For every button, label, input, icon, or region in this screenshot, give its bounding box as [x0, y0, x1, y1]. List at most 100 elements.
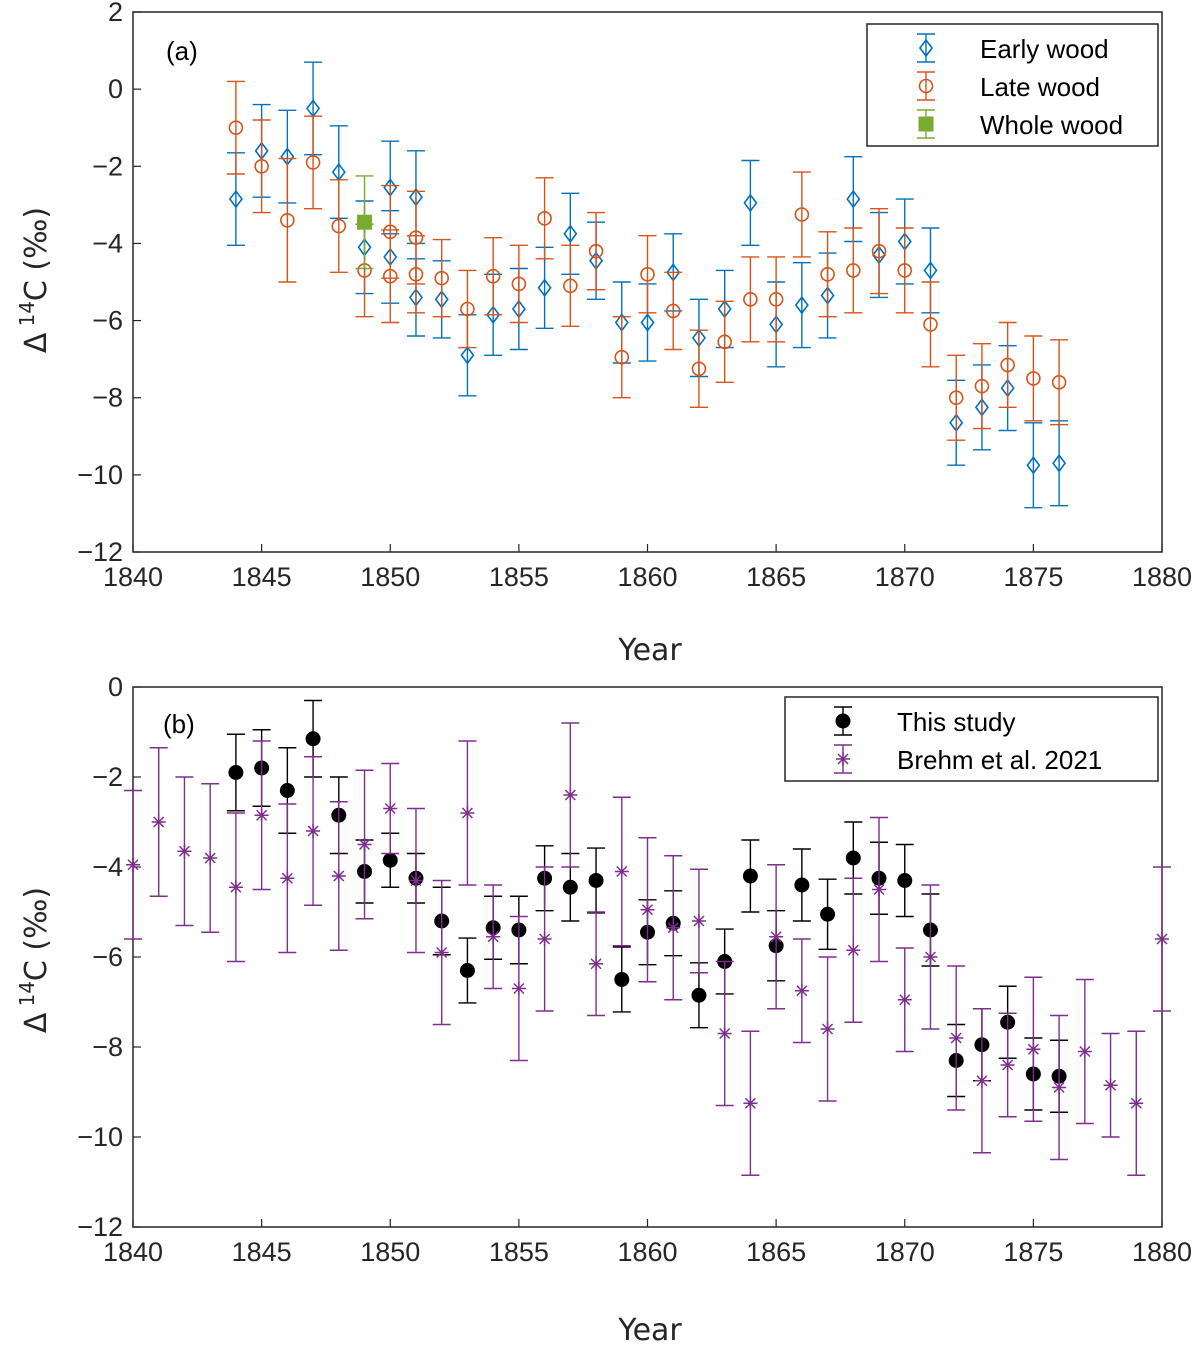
data-point	[897, 992, 912, 1007]
series-brehm-et-al-2021	[124, 722, 1171, 1176]
data-point	[1103, 1078, 1118, 1093]
error-bar	[792, 262, 811, 349]
panel-a-ticks: 1840 1845 1850 1855 1860 1865 1870 1875 1880 −12 −…	[77, 0, 1192, 592]
data-point	[177, 844, 192, 859]
panel-b-legend-box	[784, 696, 1159, 782]
y-axis-unit: C (‰)	[19, 887, 54, 981]
data-point	[614, 864, 629, 879]
y-tick-label: −8	[92, 383, 123, 413]
x-tick-label: 1875	[1003, 1237, 1063, 1267]
data-point	[1052, 453, 1067, 473]
series-whole-wood	[355, 175, 374, 270]
data-point	[768, 292, 784, 307]
data-point	[203, 851, 218, 865]
panel-b-legend: This study Brehm et al. 2021	[784, 696, 1159, 782]
data-point	[408, 266, 424, 282]
panel-a-x-axis-label: Year	[617, 633, 682, 668]
data-point	[434, 945, 449, 960]
legend-symbol	[836, 752, 850, 766]
data-point	[537, 932, 552, 946]
data-point	[897, 873, 913, 888]
data-point	[743, 292, 758, 307]
y-tick-label: −10	[77, 1122, 123, 1152]
legend-whole-wood-marker	[917, 109, 935, 139]
panel-a-legend: Early wood Late wood Whole wood	[866, 23, 1159, 147]
legend-symbol	[919, 38, 933, 58]
y-tick-label: 0	[108, 672, 123, 702]
x-tick-label: 1860	[617, 562, 677, 592]
data-point	[357, 837, 372, 852]
data-point	[794, 983, 809, 998]
data-point	[1052, 1080, 1067, 1095]
data-point	[1155, 932, 1169, 946]
x-tick-label: 1875	[1003, 562, 1063, 592]
data-point	[254, 808, 269, 823]
y-tick-label: −10	[77, 460, 123, 490]
data-point	[1026, 1042, 1041, 1057]
legend-whole-wood-label: Whole wood	[980, 110, 1123, 140]
error-bar	[278, 157, 297, 283]
data-point	[306, 824, 321, 838]
x-tick-label: 1845	[232, 1237, 292, 1267]
x-tick-label: 1850	[360, 1237, 420, 1267]
x-tick-label: 1855	[489, 1237, 549, 1267]
data-point	[691, 361, 707, 377]
error-bar	[484, 236, 503, 316]
error-bar	[329, 179, 348, 274]
x-tick-label: 1855	[489, 562, 549, 592]
panel-b-data	[124, 699, 1171, 1176]
legend-late-wood-marker	[917, 71, 935, 101]
data-point	[562, 879, 578, 895]
data-point	[846, 189, 861, 209]
data-point	[228, 120, 244, 136]
legend-late-wood-label: Late wood	[980, 72, 1100, 102]
data-point	[1077, 1044, 1092, 1059]
data-point	[1000, 357, 1015, 373]
error-bar	[638, 235, 657, 314]
legend-error-bar	[917, 71, 935, 101]
data-point	[974, 1073, 989, 1088]
error-bar	[561, 244, 580, 328]
x-tick-label: 1840	[103, 1237, 163, 1267]
data-point	[923, 950, 938, 964]
error-bar	[818, 231, 837, 318]
data-point	[486, 305, 501, 325]
data-point	[743, 193, 758, 213]
panel-b: 1840 1845 1850 1855 1860 1865 1870 1875 1880 −12 −…	[15, 672, 1192, 1345]
data-point	[228, 880, 243, 895]
data-point	[923, 261, 938, 280]
data-point	[382, 268, 398, 284]
panel-b-x-axis-label: Year	[617, 1313, 682, 1345]
data-point	[794, 295, 809, 315]
panel-b-ticks: 1840 1845 1850 1855 1860 1865 1870 1875 1880 −12 −…	[77, 672, 1192, 1267]
data-point	[537, 278, 552, 298]
data-point	[589, 956, 604, 971]
data-point	[434, 270, 450, 286]
data-point	[845, 263, 861, 278]
error-bar	[664, 271, 683, 351]
data-point	[640, 902, 655, 917]
x-tick-label: 1865	[746, 1237, 806, 1267]
legend-this-study-marker	[834, 706, 852, 736]
data-point	[151, 815, 166, 829]
data-point	[665, 303, 681, 319]
error-bar	[381, 229, 400, 324]
y-tick-label: −12	[77, 537, 123, 567]
data-point	[459, 963, 475, 978]
data-point	[871, 243, 887, 259]
data-point	[460, 806, 475, 820]
data-point	[691, 987, 707, 1003]
data-point	[614, 349, 630, 365]
error-bar	[1024, 335, 1043, 422]
y-tick-label: −4	[92, 852, 123, 882]
data-point	[872, 882, 887, 897]
data-point	[923, 317, 938, 332]
data-point	[820, 266, 835, 282]
data-point	[1026, 455, 1041, 475]
y-tick-label: −2	[92, 151, 123, 181]
data-point	[228, 189, 243, 209]
error-bar	[895, 227, 914, 314]
x-tick-label: 1870	[875, 1237, 935, 1267]
data-point	[820, 906, 836, 922]
